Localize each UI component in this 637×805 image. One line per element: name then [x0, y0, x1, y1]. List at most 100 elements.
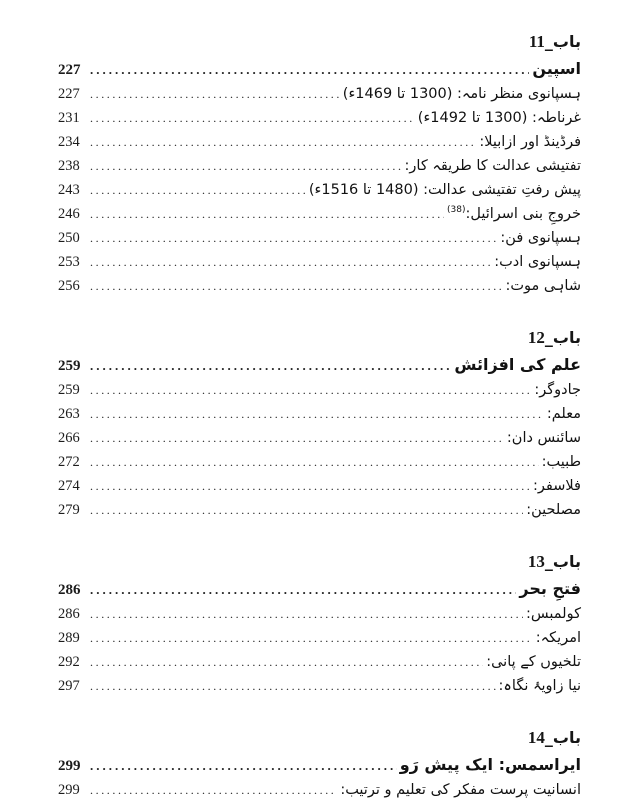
entry-page: 279 — [58, 502, 80, 518]
toc-chapter: باب_13 286 فتحِ بحر 286 کولمبس: 289 امری… — [58, 548, 581, 698]
dot-leader — [90, 450, 539, 474]
entry-text: انسانیت پرست مفکر کی تعلیم و ترتیب: — [340, 782, 581, 798]
chapter-label: باب_ — [544, 32, 581, 51]
entry-page: 243 — [58, 182, 80, 198]
toc-entry-row: 250 ہسپانوی فن: — [58, 226, 581, 250]
entry-list: 227 ہسپانوی منظر نامہ: (1300 تا 1469ء) 2… — [58, 82, 581, 298]
dot-leader — [90, 56, 529, 83]
entry-list: 259 جادوگر: 263 معلم: 266 سائنس دان: 272… — [58, 378, 581, 522]
entry-page: 274 — [58, 478, 80, 494]
footnote-ref: (38) — [446, 205, 466, 216]
toc-entry-row: 289 امریکہ: — [58, 626, 581, 650]
entry-text: پیش رفتِ تفتیشی عدالت: (1480 تا 1516ء) — [308, 182, 581, 198]
toc-entry-row: 266 سائنس دان: — [58, 426, 581, 450]
entry-page: 231 — [58, 110, 80, 126]
entry-page: 246 — [58, 206, 80, 222]
chapter-title-text: علم کی افزائش — [454, 355, 581, 374]
entry-page: 266 — [58, 430, 80, 446]
toc-chapter: باب_12 259 علم کی افزائش 259 جادوگر: 263… — [58, 324, 581, 522]
dot-leader — [90, 650, 483, 674]
entry-text-wrap: شاہی موت: — [505, 274, 581, 298]
dot-leader — [90, 178, 306, 202]
dot-leader — [90, 602, 523, 626]
chapter-label: باب_ — [544, 552, 581, 571]
entry-text: فلاسفر: — [533, 478, 581, 494]
dot-leader — [90, 352, 451, 379]
dot-leader — [90, 250, 491, 274]
toc-entry-row: 243 پیش رفتِ تفتیشی عدالت: (1480 تا 1516… — [58, 178, 581, 202]
dot-leader — [90, 674, 496, 698]
entry-page: 256 — [58, 278, 80, 294]
chapter-title-text: اسپین — [532, 59, 581, 78]
toc-chapter: باب_14 299 ایراسمس: ایک پیش رَو 299 انسا… — [58, 724, 581, 802]
toc-entry-row: 279 مصلحین: — [58, 498, 581, 522]
entry-list: 299 انسانیت پرست مفکر کی تعلیم و ترتیب: — [58, 778, 581, 802]
toc-entry-row: 259 جادوگر: — [58, 378, 581, 402]
entry-text: غرناطہ: (1300 تا 1492ء) — [417, 110, 581, 126]
toc-entry-row: 272 طبیب: — [58, 450, 581, 474]
toc-entry-row: 292 تلخیوں کے پانی: — [58, 650, 581, 674]
entry-text: مصلحین: — [526, 502, 581, 518]
chapter-title-text: ایراسمس: ایک پیش رَو — [399, 755, 581, 774]
entry-text-wrap: ہسپانوی فن: — [500, 226, 581, 250]
entry-text-wrap: انسانیت پرست مفکر کی تعلیم و ترتیب: — [340, 778, 581, 802]
dot-leader — [90, 82, 340, 106]
dot-leader — [90, 498, 523, 522]
entry-text-wrap: پیش رفتِ تفتیشی عدالت: (1480 تا 1516ء) — [309, 178, 581, 202]
chapter-number: 13 — [527, 552, 545, 571]
entry-text: نیا زاویۂ نگاہ: — [498, 678, 581, 694]
chapter-title-row: 299 ایراسمس: ایک پیش رَو — [58, 751, 581, 778]
dot-leader — [90, 130, 476, 154]
chapter-number: 11 — [528, 32, 545, 51]
toc-entry-row: 234 فرڈینڈ اور ازابیلا: — [58, 130, 581, 154]
dot-leader — [90, 752, 397, 779]
entry-page: 253 — [58, 254, 80, 270]
dot-leader — [90, 474, 530, 498]
chapter-title-page: 259 — [58, 358, 81, 374]
toc-entry-row: 231 غرناطہ: (1300 تا 1492ء) — [58, 106, 581, 130]
entry-text-wrap: امریکہ: — [536, 626, 581, 650]
entry-page: 259 — [58, 382, 80, 398]
toc-entry-row: 299 انسانیت پرست مفکر کی تعلیم و ترتیب: — [58, 778, 581, 802]
chapter-heading: باب_13 — [58, 548, 581, 575]
chapter-title-page: 286 — [58, 582, 81, 598]
toc: باب_11 227 اسپین 227 ہسپانوی منظر نامہ: … — [58, 28, 581, 802]
dot-leader — [90, 106, 415, 130]
chapter-label: باب_ — [544, 728, 581, 747]
dot-leader — [90, 778, 337, 802]
chapter-heading: باب_12 — [58, 324, 581, 351]
entry-page: 299 — [58, 782, 80, 798]
entry-text-wrap: نیا زاویۂ نگاہ: — [499, 674, 581, 698]
entry-text-wrap: سائنس دان: — [507, 426, 581, 450]
entry-text-wrap: طبیب: — [542, 450, 581, 474]
entry-text: معلم: — [546, 406, 581, 422]
entry-text: کولمبس: — [526, 606, 581, 622]
chapter-title-row: 286 فتحِ بحر — [58, 575, 581, 602]
entry-page: 297 — [58, 678, 80, 694]
toc-chapter: باب_11 227 اسپین 227 ہسپانوی منظر نامہ: … — [58, 28, 581, 298]
entry-text-wrap: مصلحین: — [526, 498, 581, 522]
entry-text-wrap: تفتیشی عدالت کا طریقہ کار: — [405, 154, 581, 178]
entry-text-wrap: ہسپانوی منظر نامہ: (1300 تا 1469ء) — [343, 82, 581, 106]
entry-list: 286 کولمبس: 289 امریکہ: 292 تلخیوں کے پا… — [58, 602, 581, 698]
entry-page: 234 — [58, 134, 80, 150]
toc-entry-row: 274 فلاسفر: — [58, 474, 581, 498]
entry-text: جادوگر: — [534, 382, 581, 398]
entry-text-wrap: فلاسفر: — [533, 474, 581, 498]
toc-entry-row: 238 تفتیشی عدالت کا طریقہ کار: — [58, 154, 581, 178]
entry-page: 272 — [58, 454, 80, 470]
entry-text: امریکہ: — [535, 630, 581, 646]
chapter-label: باب_ — [544, 328, 581, 347]
chapter-heading: باب_14 — [58, 724, 581, 751]
chapter-title-text: فتحِ بحر — [519, 579, 581, 598]
entry-text-wrap: معلم: — [547, 402, 581, 426]
entry-text: ہسپانوی منظر نامہ: (1300 تا 1469ء) — [342, 86, 581, 102]
entry-text-wrap: خروجِ بنی اسرائیل:(38) — [447, 202, 581, 226]
toc-entry-row: 286 کولمبس: — [58, 602, 581, 626]
toc-entry-row: 297 نیا زاویۂ نگاہ: — [58, 674, 581, 698]
entry-text: تلخیوں کے پانی: — [486, 654, 581, 670]
entry-text: شاہی موت: — [505, 278, 581, 294]
entry-text-wrap: جادوگر: — [534, 378, 581, 402]
chapter-title-page: 227 — [58, 62, 81, 78]
